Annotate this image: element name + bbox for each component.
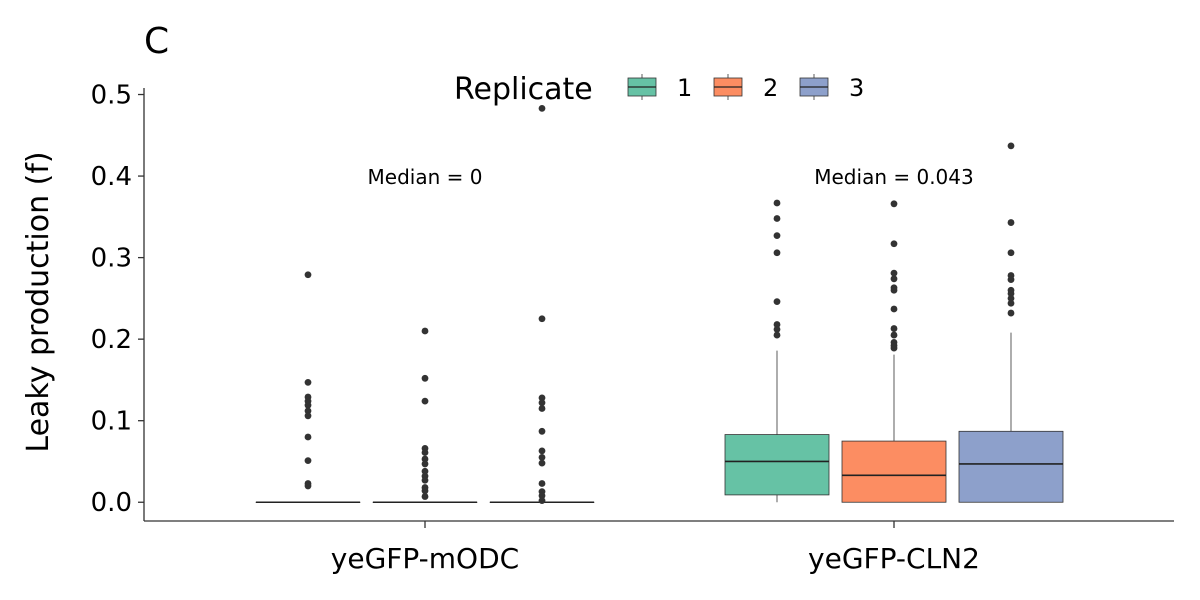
median-annotation: Median = 0.043 [814,165,973,189]
outlier-point [773,199,781,207]
legend-label: 2 [763,74,778,102]
outlier-point [890,344,898,352]
outlier-point [304,401,312,409]
outlier-point [1007,290,1015,297]
outlier-point [421,460,429,468]
outlier-point [538,315,546,323]
legend-label: 1 [677,74,692,102]
panel-label: C [144,21,169,62]
annotations: Median = 0 Median = 0.043 [368,165,974,189]
outlier-point [304,433,312,441]
box-yeGFP-mODC-replicate-3 [489,104,595,505]
y-tick-label: 0.1 [91,407,132,437]
boxes [255,104,1064,505]
axes: 0.0 0.1 0.2 0.3 0.4 0.5 yeGFP-mODC yeGFP-CLN2 [91,81,1174,575]
box-body [724,434,830,496]
y-tick-label: 0.3 [91,244,132,274]
outlier-point [421,493,429,500]
outlier-point [421,487,429,495]
outlier-point [773,325,781,333]
x-tick-label: yeGFP-mODC [331,542,519,575]
outlier-point [1007,142,1015,150]
outlier-point [773,232,781,239]
box-yeGFP-CLN2-replicate-2 [841,200,947,503]
outlier-point [890,269,898,277]
outlier-point [421,374,429,382]
legend-key-3: 3 [799,74,864,102]
outlier-point [1007,219,1015,226]
outlier-point [890,305,898,313]
outlier-point [538,405,546,412]
outlier-point [538,399,546,407]
outlier-point [1007,299,1015,307]
outlier-point [773,249,781,257]
y-tick-label: 0.0 [91,488,132,518]
outlier-point [773,298,781,306]
outlier-point [890,200,898,208]
outlier-point [421,327,429,335]
outlier-point [1007,309,1015,317]
outlier-point [304,457,312,465]
outlier-point [304,407,312,415]
outlier-point [538,104,546,112]
outlier-point [304,482,312,490]
box-yeGFP-mODC-replicate-1 [255,271,361,504]
legend-title: Replicate [454,72,593,107]
outlier-point [538,492,546,500]
outlier-point [1007,249,1015,257]
box-yeGFP-CLN2-replicate-1 [724,199,830,503]
outlier-point [890,275,898,283]
outlier-point [773,331,781,339]
outlier-point [421,476,429,484]
box-yeGFP-mODC-replicate-2 [372,327,478,504]
y-axis-title: Leaky production (f) [21,151,56,452]
outlier-point [538,427,546,435]
outlier-point [890,325,898,332]
outlier-point [890,240,898,248]
median-annotation: Median = 0 [368,165,483,189]
outlier-point [304,412,312,420]
outlier-point [890,331,898,339]
outlier-point [890,286,898,294]
outlier-point [538,497,546,505]
outlier-point [538,459,546,467]
y-tick-label: 0.5 [91,81,132,111]
box-body [958,430,1064,503]
x-tick-label: yeGFP-CLN2 [808,542,980,575]
outlier-point [538,453,546,461]
outlier-point [538,480,546,487]
legend-label: 3 [849,74,864,102]
outlier-point [1007,294,1015,302]
legend-key-2: 2 [713,74,778,102]
legend: Replicate 1 2 3 [454,72,864,107]
outlier-point [773,215,781,222]
legend-key-1: 1 [627,74,692,102]
outlier-point [421,449,429,456]
outlier-point [538,394,546,402]
outlier-point [538,447,546,455]
y-tick-label: 0.2 [91,325,132,355]
outlier-point [304,378,312,386]
box-yeGFP-CLN2-replicate-3 [958,142,1064,503]
outlier-point [421,455,429,463]
y-tick-label: 0.4 [91,162,132,192]
outlier-point [1007,276,1015,284]
outlier-point [421,467,429,475]
box-body [841,440,947,503]
outlier-point [304,271,312,279]
outlier-point [773,321,781,328]
outlier-point [421,397,429,405]
